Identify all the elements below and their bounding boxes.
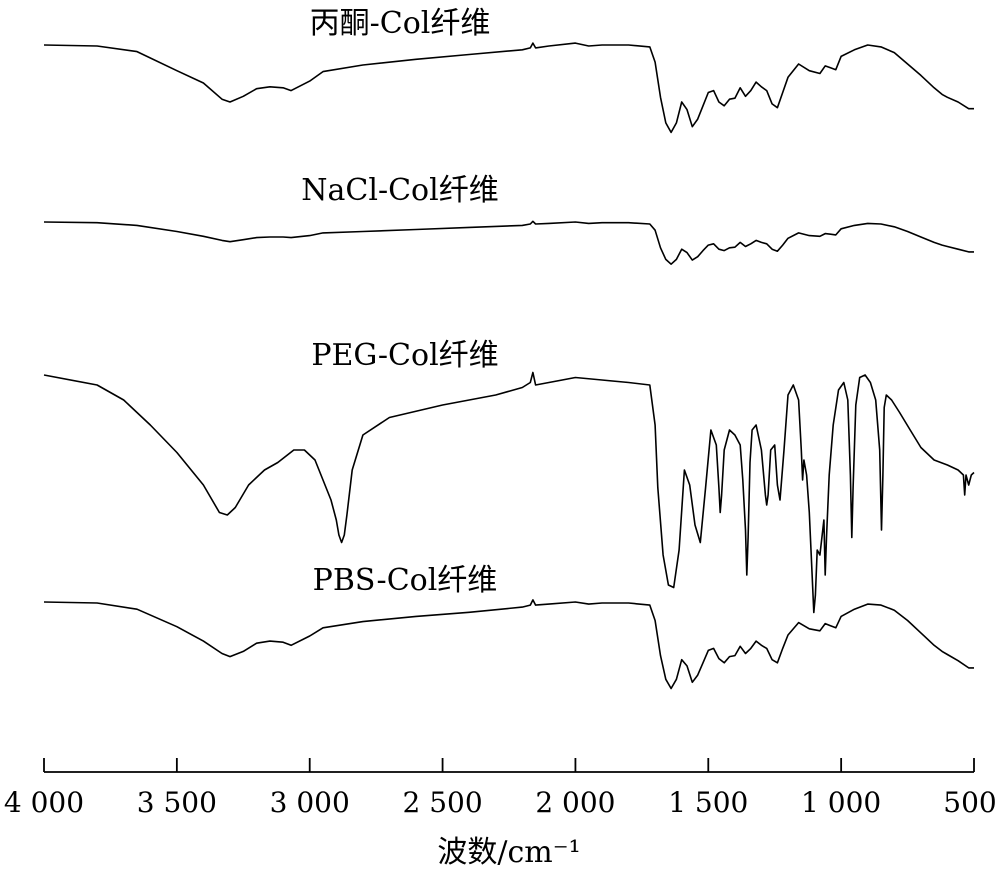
x-tick-label-3000: 3 000 — [270, 786, 350, 819]
spectrum-trace-3 — [43, 371, 975, 614]
x-tick-label-1000: 1 000 — [801, 786, 881, 819]
spectrum-label-4: PBS-Col纤维 — [313, 563, 498, 598]
spectrum-label-1: 丙酮-Col纤维 — [310, 6, 491, 41]
x-axis-tick-labels: 4 000 3 500 3 000 2 500 2 000 1 500 1 000 500 — [4, 786, 997, 819]
x-tick-label-2000: 2 000 — [535, 786, 615, 819]
spectrum-trace-2 — [43, 220, 974, 265]
x-axis-ticks — [43, 758, 975, 772]
x-tick-label-4000: 4 000 — [4, 786, 84, 819]
spectra-traces — [43, 42, 975, 690]
spectrum-labels: 丙酮-Col纤维 NaCl-Col纤维 PEG-Col纤维 PBS-Col纤维 — [301, 6, 498, 598]
x-axis-title: 波数/cm⁻¹ — [437, 835, 580, 870]
x-tick-label-1500: 1 500 — [668, 786, 748, 819]
x-tick-label-3500: 3 500 — [137, 786, 217, 819]
x-tick-label-500: 500 — [943, 786, 996, 819]
x-tick-label-2500: 2 500 — [402, 786, 482, 819]
spectrum-trace-1 — [43, 42, 974, 134]
spectrum-label-2: NaCl-Col纤维 — [301, 173, 498, 208]
x-axis: 4 000 3 500 3 000 2 500 2 000 1 500 1 000 500 波… — [4, 758, 997, 870]
spectrum-label-3: PEG-Col纤维 — [311, 338, 498, 373]
spectrum-trace-4 — [43, 599, 974, 690]
